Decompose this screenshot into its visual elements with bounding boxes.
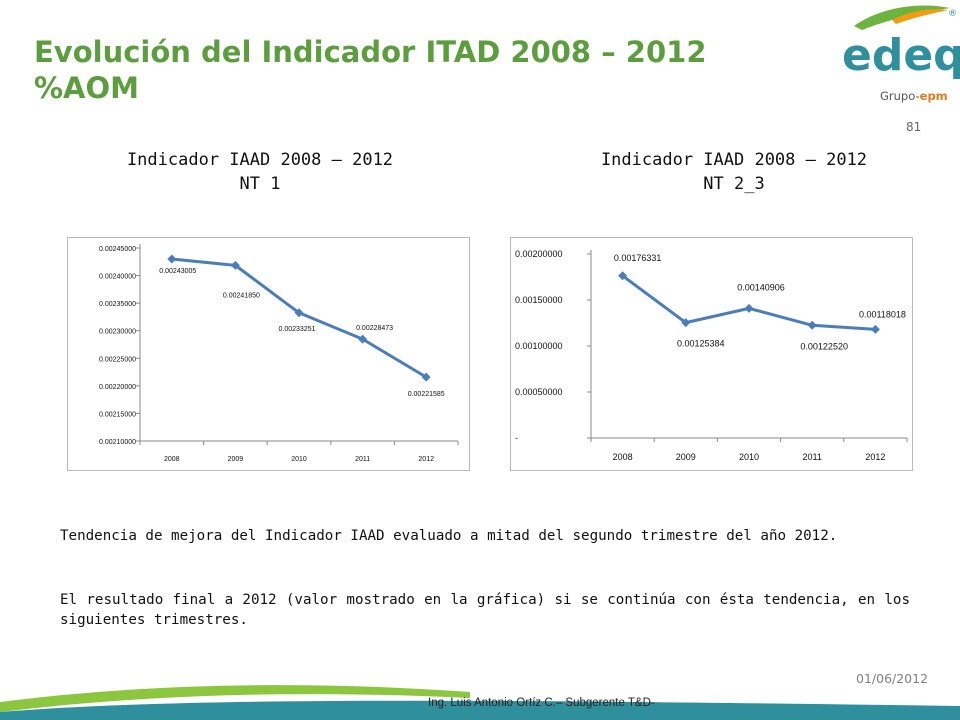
chart1-data-point bbox=[421, 372, 431, 382]
slide-title: Evolución del Indicador ITAD 2008 – 2012… bbox=[34, 34, 707, 106]
chart2-x-tick-label: 2008 bbox=[613, 452, 633, 462]
chart2-y-tick-label: 0.00050000 bbox=[515, 387, 563, 397]
chart1-title: Indicador IAAD 2008 – 2012 NT 1 bbox=[60, 148, 460, 196]
chart1-data-point bbox=[358, 334, 368, 344]
chart1-series-line bbox=[171, 257, 427, 379]
footer-author: Ing. Luis Antonio Ortíz C.– Subgerente T… bbox=[428, 697, 655, 709]
chart1-data-label: 0.00233251 bbox=[279, 326, 316, 333]
chart2-svg: - 0.00050000 0.00100000 0.00150000 0.0020000… bbox=[515, 249, 908, 462]
chart2-data-label: 0.00125384 bbox=[677, 339, 725, 349]
chart1-y-tick-label: 0.00230000 bbox=[99, 329, 136, 336]
chart2-data-point bbox=[870, 324, 880, 334]
chart2-x-tick-label: 2010 bbox=[739, 452, 759, 462]
chart1-y-tick-label: 0.00235000 bbox=[99, 301, 136, 308]
chart2-y-tick-label: 0.00200000 bbox=[515, 249, 563, 259]
chart2-data-point bbox=[744, 303, 754, 313]
logo-group-label: Grupo-epm bbox=[880, 89, 948, 103]
chart1-x-tick-label: 2009 bbox=[228, 456, 244, 463]
slide-title-line1: Evolución del Indicador ITAD 2008 – 2012 bbox=[34, 35, 707, 69]
paragraph-trend: Tendencia de mejora del Indicador IAAD e… bbox=[60, 528, 838, 544]
chart2-title-line1: Indicador IAAD 2008 – 2012 bbox=[600, 150, 868, 170]
chart2-y-tick-label: 0.00100000 bbox=[515, 341, 563, 351]
chart2-data-label: 0.00176331 bbox=[614, 253, 662, 263]
chart1-x-tick-label: 2011 bbox=[355, 456, 370, 463]
chart2-data-point bbox=[681, 318, 691, 328]
chart1-title-line2: NT 1 bbox=[239, 174, 281, 194]
chart2-y-tick-label: - bbox=[515, 433, 518, 443]
chart1-x-tick-label: 2012 bbox=[418, 456, 434, 463]
chart1-x-tick-label: 2010 bbox=[291, 456, 307, 463]
chart1-y-tick-label: 0.00240000 bbox=[99, 274, 136, 281]
chart2-data-label: 0.00140906 bbox=[737, 282, 785, 292]
chart1-y-tick-label: 0.00215000 bbox=[99, 411, 136, 418]
chart1-data-label: 0.00228473 bbox=[356, 325, 393, 332]
page-number: 81 bbox=[906, 120, 922, 134]
slide-title-line2: %AOM bbox=[34, 71, 140, 105]
chart2-data-label: 0.00118018 bbox=[859, 309, 906, 319]
chart2-x-tick-label: 2011 bbox=[803, 452, 822, 462]
footer-swoosh bbox=[0, 685, 960, 720]
chart2-data-label: 0.00122520 bbox=[800, 341, 848, 351]
chart1-data-label: 0.00241850 bbox=[223, 292, 260, 299]
logo-leaf-accent-icon bbox=[892, 9, 948, 24]
chart2-y-tick-label: 0.00150000 bbox=[515, 295, 563, 305]
chart2-title: Indicador IAAD 2008 – 2012 NT 2_3 bbox=[534, 148, 934, 196]
edeq-logo: ® edeq Grupo-epm bbox=[842, 5, 960, 103]
chart1-data-point bbox=[230, 260, 240, 270]
paragraph-result: El resultado final a 2012 (valor mostrad… bbox=[60, 592, 910, 628]
chart1-svg: 0.00210000 0.00215000 0.00220000 0.00225000… bbox=[99, 244, 459, 463]
chart1-data-label: 0.00221585 bbox=[408, 391, 445, 398]
logo-group-prefix: Grupo- bbox=[880, 89, 920, 103]
chart2-container: - 0.00050000 0.00100000 0.00150000 0.0020000… bbox=[510, 237, 913, 471]
logo-group-suffix: epm bbox=[920, 89, 948, 103]
chart1-data-point bbox=[167, 254, 177, 264]
swoosh-teal-band bbox=[0, 700, 960, 720]
chart1-x-tick-label: 2008 bbox=[164, 456, 180, 463]
chart1-data-label: 0.00243005 bbox=[159, 268, 196, 275]
swoosh-green-band bbox=[0, 685, 470, 712]
chart1-y-tick-label: 0.00210000 bbox=[99, 439, 136, 446]
chart1-y-tick-label: 0.00225000 bbox=[99, 356, 136, 363]
chart1-title-line1: Indicador IAAD 2008 – 2012 bbox=[126, 150, 394, 170]
logo-wordmark: edeq bbox=[842, 30, 960, 81]
chart2-x-tick-label: 2009 bbox=[676, 452, 696, 462]
chart1-y-tick-label: 0.00220000 bbox=[99, 384, 136, 391]
chart2-data-point bbox=[618, 271, 628, 281]
chart2-data-point bbox=[807, 320, 817, 330]
chart2-x-tick-label: 2012 bbox=[865, 452, 885, 462]
chart1-y-tick-label: 0.00245000 bbox=[99, 246, 136, 253]
chart2-title-line2: NT 2_3 bbox=[703, 174, 765, 194]
slide-date: 01/06/2012 bbox=[856, 671, 929, 686]
chart1-data-point bbox=[294, 308, 304, 318]
chart1-container: 0.00210000 0.00215000 0.00220000 0.00225000… bbox=[67, 237, 470, 471]
logo-registered: ® bbox=[948, 9, 957, 19]
